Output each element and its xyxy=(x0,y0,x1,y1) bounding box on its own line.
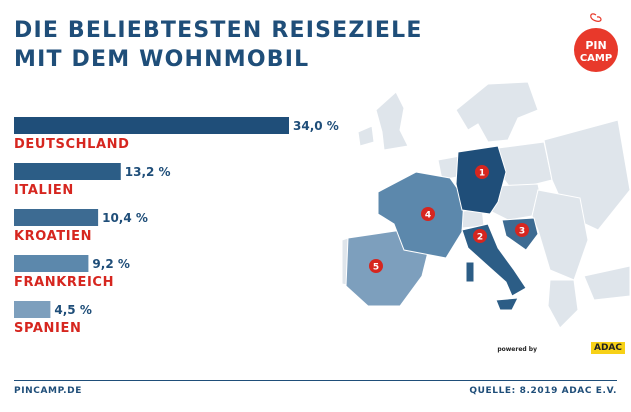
footer-divider xyxy=(14,380,617,381)
bar-kroatien xyxy=(14,209,99,226)
map-sicily xyxy=(495,297,519,311)
category-label-kroatien: KROATIEN xyxy=(14,229,92,244)
bar-deutschland xyxy=(14,117,289,134)
powered-by-text: powered by xyxy=(497,346,537,353)
map-sardinia xyxy=(465,261,475,283)
category-label-spanien: SPANIEN xyxy=(14,321,81,336)
bar-frankreich xyxy=(14,255,89,272)
bar-italien xyxy=(14,163,121,180)
map-turkey xyxy=(583,265,630,301)
value-label-kroatien: 10,4 % xyxy=(102,211,148,225)
footer-website-link[interactable]: PINCAMP.DE xyxy=(14,386,82,396)
bar-spanien xyxy=(14,301,51,318)
map-poland xyxy=(497,141,553,191)
value-label-frankreich: 9,2 % xyxy=(92,257,129,271)
map-markers: 1 2 3 4 5 xyxy=(369,165,529,273)
europe-map: 1 2 3 4 5 xyxy=(341,81,630,329)
logo-squiggle xyxy=(590,13,602,22)
marker-2-circle xyxy=(473,229,487,243)
chart-title: DIE BELIEBTESTEN REISEZIELE MIT DEM WOHN… xyxy=(14,16,423,74)
bar-chart: 34,0 % DEUTSCHLAND 13,2 % ITALIEN 10,4 % KROA… xyxy=(14,117,339,336)
map-germany xyxy=(455,145,507,215)
title-line-1: DIE BELIEBTESTEN REISEZIELE xyxy=(14,18,423,43)
marker-3-label: 3 xyxy=(519,227,525,237)
category-label-italien: ITALIEN xyxy=(14,183,74,198)
map-france xyxy=(377,171,465,259)
marker-3-circle xyxy=(515,223,529,237)
value-label-italien: 13,2 % xyxy=(125,165,171,179)
pincamp-logo[interactable]: PIN CAMP xyxy=(566,12,626,74)
marker-2-label: 2 xyxy=(477,233,483,243)
category-label-frankreich: FRANKREICH xyxy=(14,275,114,290)
category-label-deutschland: DEUTSCHLAND xyxy=(14,137,130,152)
map-ireland xyxy=(357,125,375,147)
footer-source: QUELLE: 8.2019 ADAC E.V. xyxy=(469,386,617,396)
map-scandinavia xyxy=(455,81,539,143)
marker-5-circle xyxy=(369,259,383,273)
marker-1-circle xyxy=(475,165,489,179)
marker-5-label: 5 xyxy=(373,263,379,273)
marker-1-label: 1 xyxy=(479,169,485,179)
marker-4-circle xyxy=(421,207,435,221)
map-greece xyxy=(547,279,579,329)
logo-text-line2: CAMP xyxy=(580,53,612,64)
logo-circle xyxy=(574,28,618,72)
value-label-spanien: 4,5 % xyxy=(54,303,91,317)
title-line-2: MIT DEM WOHNMOBIL xyxy=(14,47,310,72)
map-hungary-balkans xyxy=(531,189,589,281)
value-label-deutschland: 34,0 % xyxy=(293,119,339,133)
adac-brand: ADAC xyxy=(591,342,626,354)
marker-4-label: 4 xyxy=(425,211,431,221)
map-uk xyxy=(375,91,409,151)
logo-text-line1: PIN xyxy=(585,39,606,52)
